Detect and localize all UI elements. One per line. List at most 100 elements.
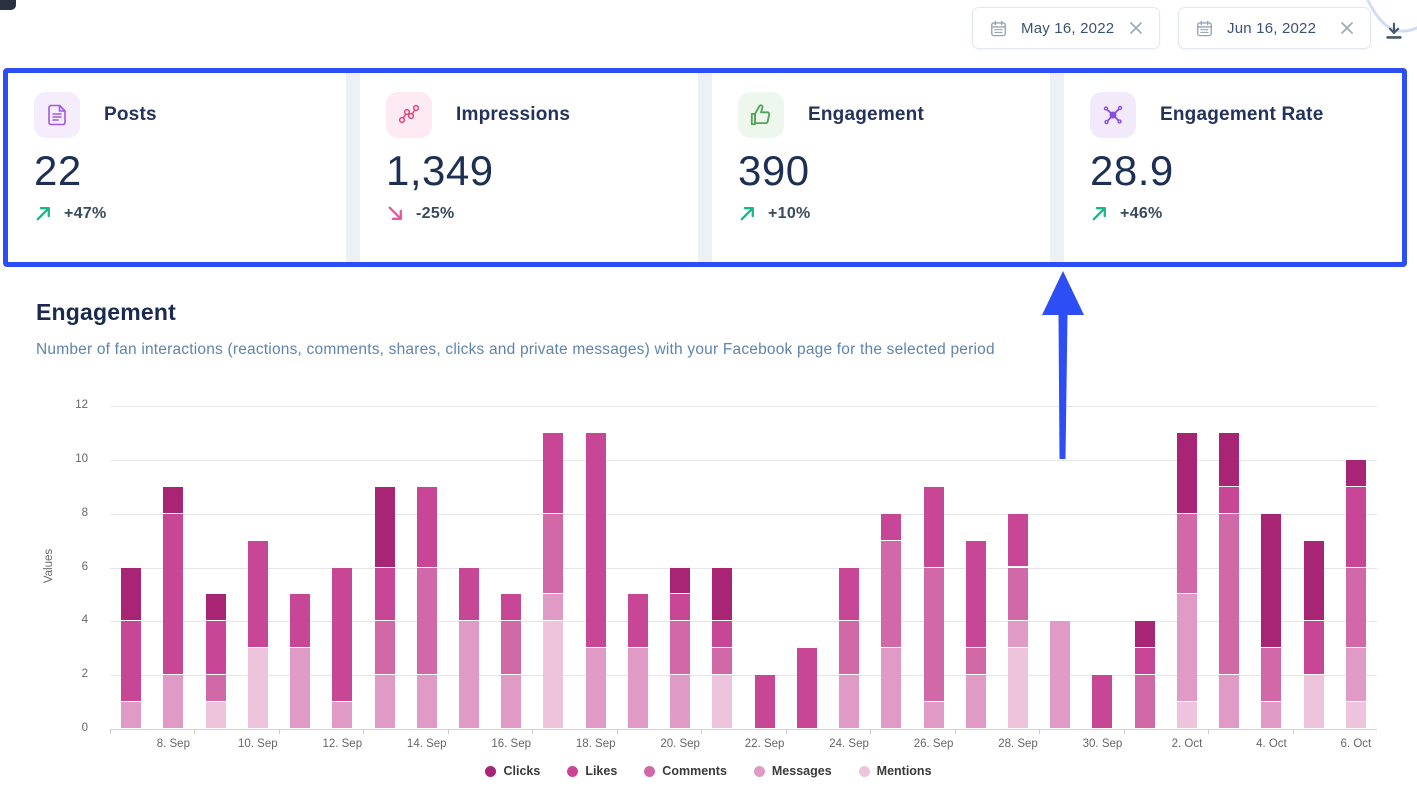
bar-segment-29-sep-messages[interactable] <box>1050 621 1071 728</box>
bar-segment-21-sep-comments[interactable] <box>712 648 733 675</box>
bar-segment-18-sep-messages[interactable] <box>585 648 606 728</box>
bar-segment-17-sep-comments[interactable] <box>543 513 564 594</box>
bar-segment-15-sep-messages[interactable] <box>458 621 479 728</box>
bar-segment-25-sep-comments[interactable] <box>881 540 902 648</box>
bar-segment-21-sep-mentions[interactable] <box>712 675 733 728</box>
download-button[interactable] <box>1377 16 1411 46</box>
kpi-trend: +47% <box>64 204 107 222</box>
legend-item-mentions[interactable]: Mentions <box>858 764 932 778</box>
bar-segment-19-sep-likes[interactable] <box>627 594 648 648</box>
bar-segment-9-sep-likes[interactable] <box>205 621 226 675</box>
bar-segment-19-sep-messages[interactable] <box>627 648 648 728</box>
bar-segment-14-sep-comments[interactable] <box>416 567 437 675</box>
bar-segment-3-oct-clicks[interactable] <box>1219 432 1240 486</box>
bar-segment-13-sep-clicks[interactable] <box>374 486 395 567</box>
bar-segment-24-sep-comments[interactable] <box>839 621 860 675</box>
bar-segment-1-oct-clicks[interactable] <box>1134 621 1155 648</box>
date-picker-start[interactable]: May 16, 2022 <box>972 7 1160 49</box>
bar-segment-17-sep-likes[interactable] <box>543 432 564 513</box>
bar-segment-7-sep-likes[interactable] <box>121 621 142 702</box>
legend-item-messages[interactable]: Messages <box>753 764 832 778</box>
bar-segment-22-sep-likes[interactable] <box>754 675 775 728</box>
bar-segment-12-sep-likes[interactable] <box>332 567 353 702</box>
bar-segment-3-oct-comments[interactable] <box>1219 513 1240 675</box>
bar-segment-26-sep-comments[interactable] <box>923 567 944 702</box>
bar-segment-20-sep-messages[interactable] <box>670 675 691 728</box>
bar-segment-8-sep-clicks[interactable] <box>163 486 184 513</box>
bar-segment-27-sep-messages[interactable] <box>965 675 986 728</box>
y-axis-tick-label: 0 <box>81 722 88 734</box>
bar-segment-10-sep-mentions[interactable] <box>247 648 268 728</box>
bar-segment-6-oct-likes[interactable] <box>1345 486 1366 567</box>
bar-segment-5-oct-likes[interactable] <box>1303 621 1324 675</box>
bar-segment-25-sep-messages[interactable] <box>881 648 902 728</box>
bar-segment-2-oct-clicks[interactable] <box>1176 432 1197 513</box>
bar-segment-24-sep-likes[interactable] <box>839 567 860 621</box>
bar-segment-10-sep-likes[interactable] <box>247 540 268 648</box>
bar-segment-1-oct-comments[interactable] <box>1134 675 1155 728</box>
bar-segment-25-sep-likes[interactable] <box>881 513 902 540</box>
legend-item-likes[interactable]: Likes <box>567 764 617 778</box>
bar-segment-16-sep-messages[interactable] <box>501 675 522 728</box>
bar-segment-1-oct-likes[interactable] <box>1134 648 1155 675</box>
bar-segment-26-sep-likes[interactable] <box>923 486 944 567</box>
date-picker-end[interactable]: Jun 16, 2022 <box>1178 7 1371 49</box>
bar-segment-9-sep-clicks[interactable] <box>205 594 226 621</box>
bar-segment-2-oct-comments[interactable] <box>1176 513 1197 594</box>
bar-segment-16-sep-comments[interactable] <box>501 621 522 675</box>
bar-segment-28-sep-mentions[interactable] <box>1008 648 1029 728</box>
bar-segment-27-sep-comments[interactable] <box>965 648 986 675</box>
clear-date-start-icon[interactable] <box>1129 21 1143 35</box>
kpi-value: 22 <box>34 147 82 194</box>
bar-segment-7-sep-messages[interactable] <box>121 702 142 728</box>
bar-segment-24-sep-messages[interactable] <box>839 675 860 728</box>
bar-segment-9-sep-comments[interactable] <box>205 675 226 702</box>
bar-segment-13-sep-comments[interactable] <box>374 621 395 675</box>
bar-segment-8-sep-likes[interactable] <box>163 513 184 675</box>
bar-segment-11-sep-likes[interactable] <box>290 594 311 648</box>
bar-segment-4-oct-messages[interactable] <box>1261 702 1282 728</box>
bar-segment-11-sep-messages[interactable] <box>290 648 311 728</box>
bar-segment-20-sep-likes[interactable] <box>670 594 691 621</box>
bar-segment-7-sep-clicks[interactable] <box>121 567 142 621</box>
bar-segment-18-sep-likes[interactable] <box>585 432 606 648</box>
bar-segment-6-oct-clicks[interactable] <box>1345 459 1366 486</box>
bar-segment-28-sep-likes[interactable] <box>1008 513 1029 567</box>
bar-segment-17-sep-messages[interactable] <box>543 594 564 621</box>
bar-segment-30-sep-likes[interactable] <box>1092 675 1113 728</box>
legend-item-comments[interactable]: Comments <box>644 764 727 778</box>
bar-segment-14-sep-messages[interactable] <box>416 675 437 728</box>
bar-segment-16-sep-likes[interactable] <box>501 594 522 621</box>
bar-segment-20-sep-clicks[interactable] <box>670 567 691 594</box>
bar-segment-23-sep-likes[interactable] <box>796 648 817 728</box>
bar-segment-6-oct-comments[interactable] <box>1345 567 1366 648</box>
bar-segment-14-sep-likes[interactable] <box>416 486 437 567</box>
bar-segment-9-sep-mentions[interactable] <box>205 702 226 728</box>
bar-segment-4-oct-clicks[interactable] <box>1261 513 1282 648</box>
clear-date-end-icon[interactable] <box>1340 21 1354 35</box>
bar-segment-6-oct-mentions[interactable] <box>1345 702 1366 728</box>
bar-segment-28-sep-comments[interactable] <box>1008 567 1029 621</box>
y-axis-tick-label: 4 <box>81 614 88 627</box>
bar-segment-21-sep-clicks[interactable] <box>712 567 733 621</box>
bar-segment-21-sep-likes[interactable] <box>712 621 733 648</box>
bar-segment-13-sep-likes[interactable] <box>374 567 395 621</box>
bar-segment-27-sep-likes[interactable] <box>965 540 986 648</box>
bar-segment-3-oct-messages[interactable] <box>1219 675 1240 728</box>
bar-segment-4-oct-comments[interactable] <box>1261 648 1282 702</box>
bar-segment-5-oct-mentions[interactable] <box>1303 675 1324 728</box>
bar-segment-28-sep-messages[interactable] <box>1008 621 1029 648</box>
bar-segment-2-oct-mentions[interactable] <box>1176 702 1197 728</box>
bar-segment-20-sep-comments[interactable] <box>670 621 691 675</box>
legend-item-clicks[interactable]: Clicks <box>485 764 540 778</box>
bar-segment-17-sep-mentions[interactable] <box>543 621 564 728</box>
bar-segment-8-sep-messages[interactable] <box>163 675 184 728</box>
bar-segment-12-sep-messages[interactable] <box>332 702 353 728</box>
bar-segment-26-sep-messages[interactable] <box>923 702 944 728</box>
bar-segment-3-oct-likes[interactable] <box>1219 486 1240 513</box>
bar-segment-15-sep-likes[interactable] <box>458 567 479 621</box>
bar-segment-2-oct-messages[interactable] <box>1176 594 1197 702</box>
bar-segment-5-oct-clicks[interactable] <box>1303 540 1324 621</box>
bar-segment-13-sep-messages[interactable] <box>374 675 395 728</box>
bar-segment-6-oct-messages[interactable] <box>1345 648 1366 702</box>
